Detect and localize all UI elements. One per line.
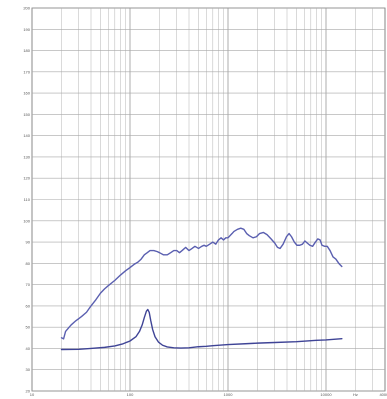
y-tick-labels: 20 30 40 50 60 70 80 90 100 110 120 130 140 150 160 170… [23,6,30,394]
y-tick-label: 70 [26,282,31,287]
y-tick-label: 90 [26,240,31,245]
y-tick-label: 200 [23,6,30,11]
series-layer [60,227,343,351]
y-tick-label: 110 [24,197,31,202]
y-tick-label: 100 [23,218,30,223]
x-tick-label: 100 [127,392,134,397]
series-line-1 [60,227,343,340]
y-tick-label: 190 [23,27,30,32]
x-tick-label: 10 [30,392,35,397]
x-tick-label: 40000 [379,392,387,397]
y-tick-label: 150 [23,112,30,117]
x-tick-label: Hz [353,392,358,397]
y-tick-label: 20 [26,389,31,394]
grid-major [31,7,385,392]
y-tick-label: 160 [23,91,30,96]
y-tick-label: 120 [23,176,30,181]
y-tick-label: 140 [23,133,30,138]
y-tick-label: 130 [23,154,30,159]
y-tick-label: 170 [23,69,30,74]
series-line-2 [60,308,343,351]
y-tick-label: 40 [26,346,31,351]
x-tick-label: 1000 [224,392,234,397]
y-tick-label: 80 [26,261,31,266]
y-tick-label: 60 [26,303,31,308]
y-tick-label: 50 [26,325,31,330]
y-tick-label: 30 [26,367,31,372]
x-tick-labels: 10 100 1000 10000 Hz 40000 [30,392,387,397]
x-tick-label: 10000 [320,392,332,397]
y-tick-label: 180 [23,48,30,53]
